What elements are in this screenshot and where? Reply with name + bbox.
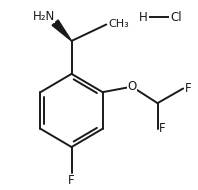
Polygon shape xyxy=(52,20,71,41)
Text: H₂N: H₂N xyxy=(33,10,55,23)
Text: F: F xyxy=(159,122,166,135)
Text: F: F xyxy=(68,174,75,188)
Text: O: O xyxy=(127,80,137,93)
Text: H: H xyxy=(139,11,147,24)
Text: F: F xyxy=(185,82,192,95)
Text: Cl: Cl xyxy=(170,11,182,24)
Text: CH₃: CH₃ xyxy=(108,19,129,29)
